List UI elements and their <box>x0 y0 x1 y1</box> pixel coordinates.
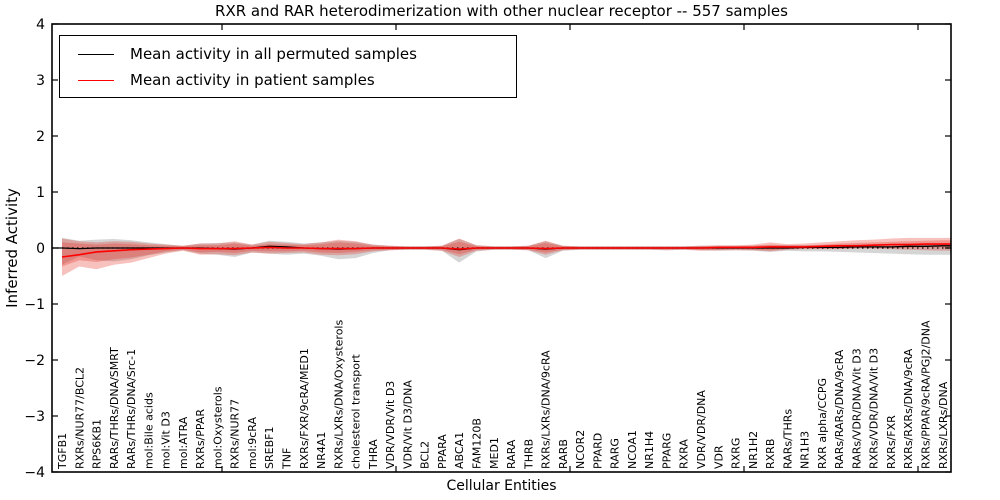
permuted-range-band <box>62 237 951 265</box>
legend: Mean activity in all permuted samples Me… <box>59 35 517 98</box>
x-tick-label: mol:Bile acids <box>142 392 155 469</box>
x-tick-label: NCOR2 <box>574 430 587 469</box>
y-tick-label: −2 <box>24 353 45 369</box>
x-tick-label: VDR/VDR/DNA <box>695 390 708 469</box>
x-tick-label: NR1H3 <box>799 431 812 469</box>
y-tick-label: 1 <box>36 185 45 201</box>
y-tick-label: −3 <box>24 409 45 425</box>
x-tick-label: RARG <box>609 438 622 469</box>
x-tick-label: RXR alpha/CCPG <box>816 378 829 469</box>
plot-frame <box>51 23 952 473</box>
x-tick-label: THRB <box>522 439 535 470</box>
x-tick-label: NR1H4 <box>643 431 656 469</box>
x-tick-label: RARs/VDR/DNA/Vit D3 <box>850 348 863 469</box>
x-tick-label: ABCA1 <box>453 432 466 469</box>
x-tick-label: RPS6KB1 <box>91 419 104 469</box>
x-tick-label: mol:9cRA <box>246 417 259 469</box>
x-tick-label: VDR/Vit D3/DNA <box>401 380 414 469</box>
x-tick-label: RXRs/FXR/9cRA/MED1 <box>298 348 311 469</box>
x-tick-label: RARs/THRs <box>781 409 794 469</box>
patient-range-outer-band <box>62 237 951 276</box>
x-tick-label: RARs/THRs/DNA/SMRT <box>108 347 121 469</box>
legend-label-permuted: Mean activity in all permuted samples <box>130 45 417 63</box>
x-tick-label: FAM120B <box>471 418 484 469</box>
legend-item-permuted: Mean activity in all permuted samples <box>60 41 516 67</box>
patient-mean-line <box>61 243 951 258</box>
chart-title: RXR and RAR heterodimerization with othe… <box>215 2 788 20</box>
x-tick-label: RXRs/FXR <box>885 415 898 469</box>
x-tick-label: mol:Vit D3 <box>160 411 173 469</box>
x-tick-label: VDR <box>712 445 725 469</box>
legend-label-patient: Mean activity in patient samples <box>130 71 375 89</box>
x-tick-label: VDR/VDR/Vit D3 <box>384 381 397 469</box>
x-tick-label: RXRB <box>764 439 777 469</box>
x-tick-label: PPARG <box>660 433 673 469</box>
legend-line-patient-icon <box>78 79 114 81</box>
y-tick-label: 0 <box>36 241 45 257</box>
y-tick-label: 4 <box>36 17 45 33</box>
x-tick-label: RXRs/LXRs/DNA/Oxysterols <box>332 320 345 469</box>
y-tick-label: −1 <box>24 297 45 313</box>
x-tick-label: NR1H2 <box>747 431 760 469</box>
y-tick-label: 3 <box>36 73 45 89</box>
x-tick-label: RXRs/NUR77/BCL2 <box>73 367 86 469</box>
x-tick-label: TNF <box>281 448 294 470</box>
x-tick-label: RXRG <box>730 438 743 469</box>
x-tick-label: NCOA1 <box>626 430 639 469</box>
x-tick-label: PPARA <box>436 434 449 469</box>
x-tick-label: cholesterol transport <box>350 354 363 469</box>
y-axis-label: Inferred Activity <box>3 188 21 308</box>
x-tick-label: mol:Oxysterols <box>211 386 224 469</box>
y-tick-label: −4 <box>24 465 45 481</box>
x-tick-label: RXRs/RXRs/DNA/9cRA <box>902 348 915 469</box>
x-tick-label: RXRs/PPAR <box>194 409 207 469</box>
x-tick-label: NR4A1 <box>315 432 328 469</box>
x-tick-label: RARs/RARs/DNA/9cRA <box>833 349 846 469</box>
x-tick-label: RXRs/LXRs/DNA/9cRA <box>540 350 553 469</box>
x-tick-label: BCL2 <box>419 441 432 469</box>
x-tick-label: RARB <box>557 439 570 469</box>
x-tick-label: MED1 <box>488 437 501 469</box>
x-tick-label: SREBF1 <box>263 427 276 469</box>
x-tick-label: mol:ATRA <box>177 416 190 469</box>
legend-item-patient: Mean activity in patient samples <box>60 67 516 93</box>
legend-line-permuted-icon <box>78 53 114 55</box>
x-tick-label: RXRs/PPAR/9cRA/PGJ2/DNA <box>920 320 933 469</box>
x-tick-label: RARs/THRs/DNA/Src-1 <box>125 349 138 469</box>
x-tick-label: RXRs/VDR/DNA/Vit D3 <box>868 348 881 469</box>
x-tick-label: RARA <box>505 439 518 469</box>
x-tick-label: RXRs/NUR77 <box>229 399 242 469</box>
y-tick-label: 2 <box>36 129 45 145</box>
x-tick-label: RXRs/LXRs/DNA <box>937 381 950 469</box>
x-tick-label: TGFB1 <box>56 433 69 470</box>
x-axis-label: Cellular Entities <box>446 478 557 494</box>
x-tick-label: RXRA <box>678 439 691 469</box>
x-tick-label: THRA <box>367 439 380 470</box>
x-tick-label: PPARD <box>591 433 604 469</box>
